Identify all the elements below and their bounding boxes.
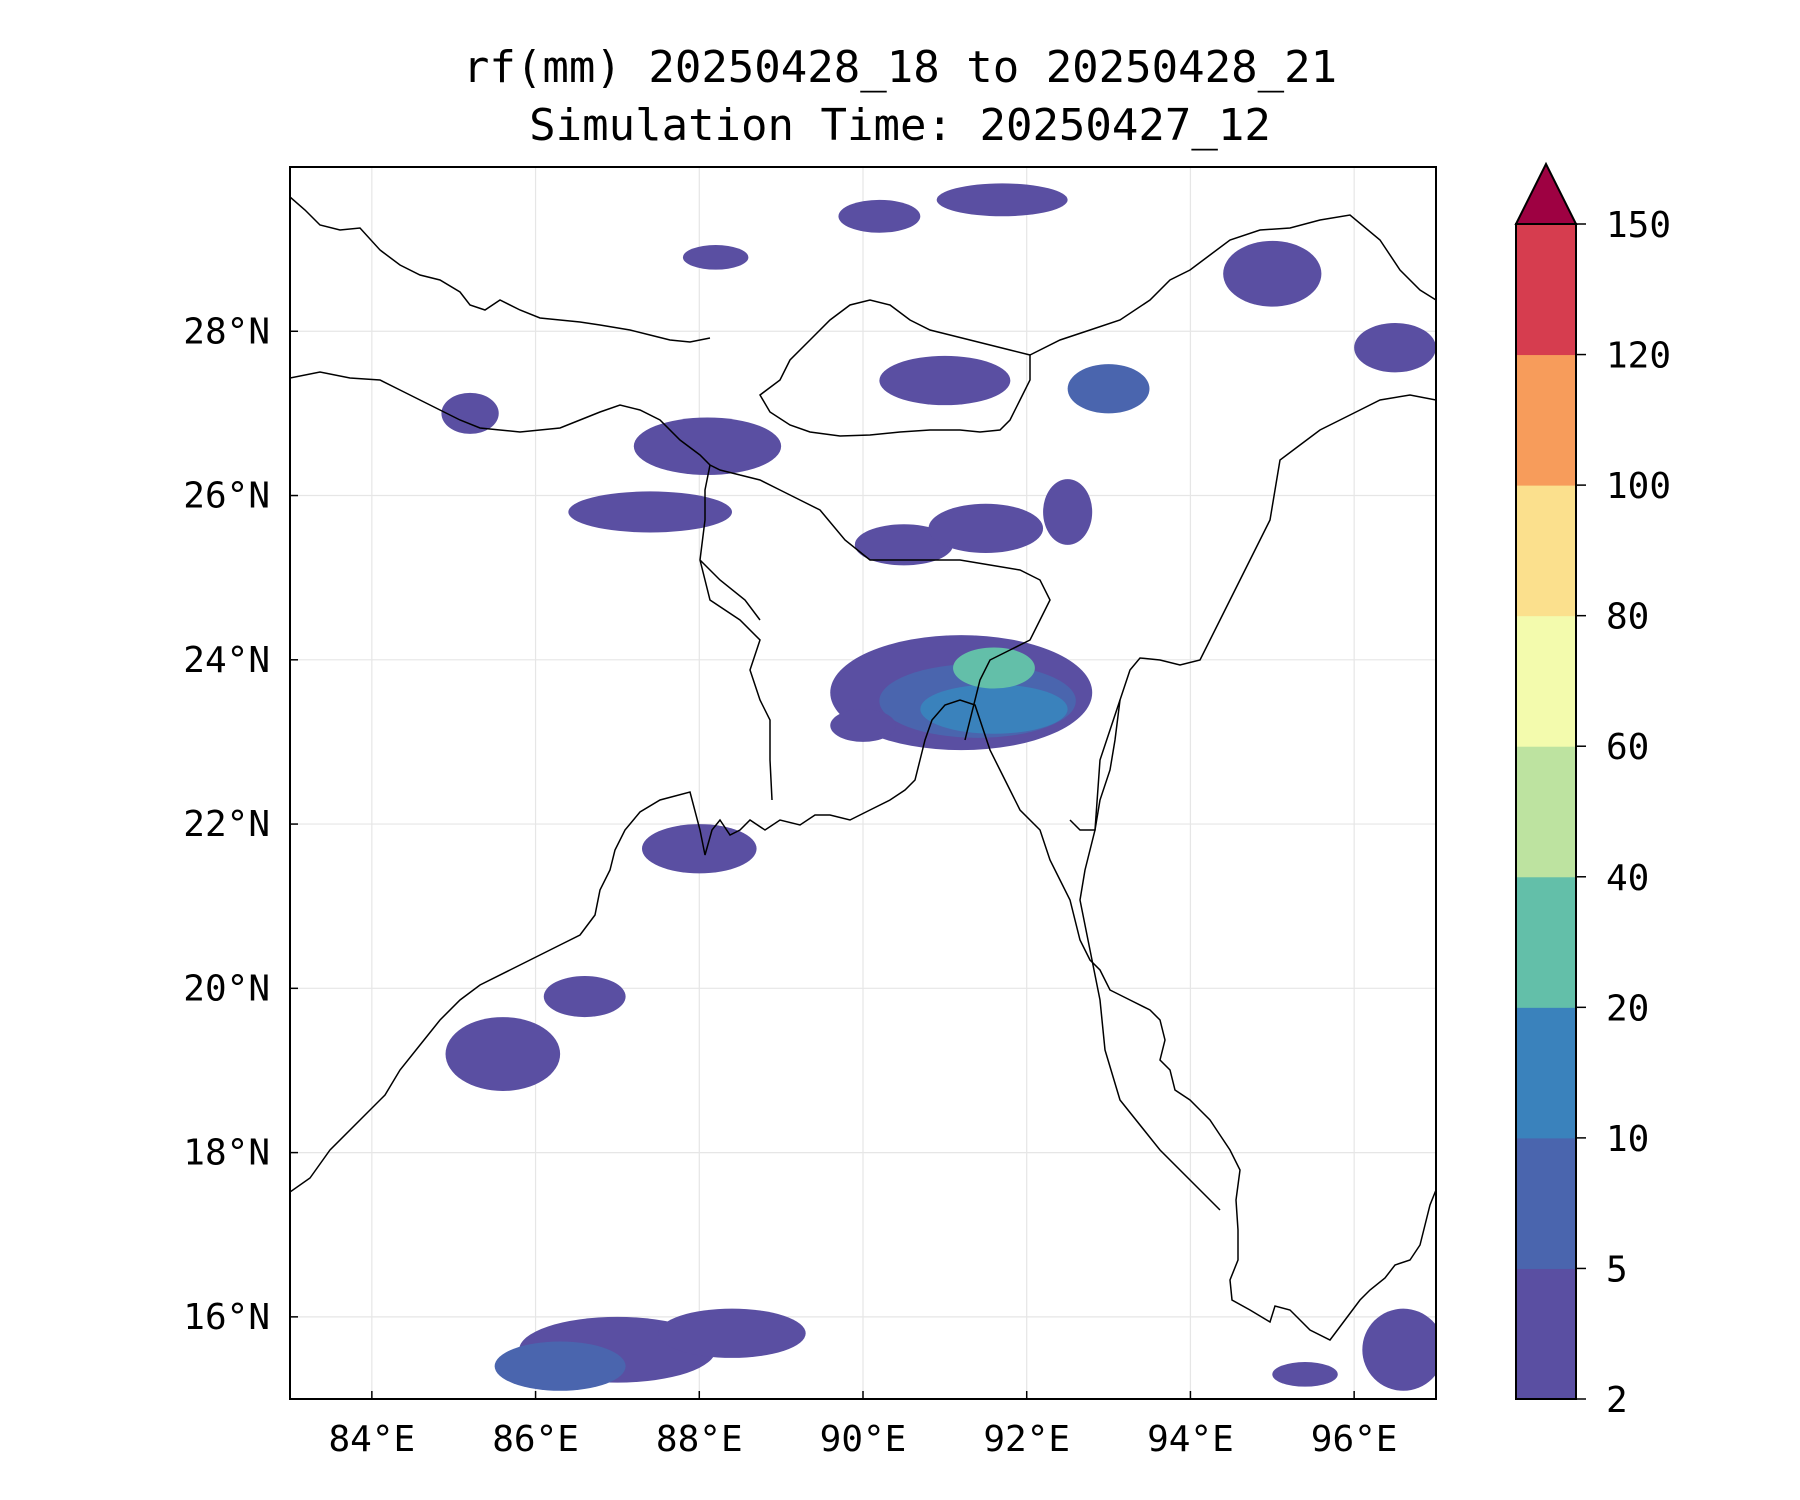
colorbar-segment: [1516, 1137, 1576, 1269]
x-tick-label: 92°E: [983, 1419, 1070, 1460]
assam-border: [1069, 394, 1436, 831]
colorbar-segment: [1516, 354, 1576, 486]
myanmar-border: [1079, 699, 1221, 1211]
precip-patch: [920, 684, 1068, 734]
precip-patch: [494, 1341, 626, 1391]
colorbar-tick-label: 150: [1606, 205, 1671, 246]
coastlines-and-borders: [290, 196, 1436, 1341]
colorbar-tick-label: 100: [1606, 466, 1671, 507]
title-line-1: rf(mm) 20250428_18 to 20250428_21: [463, 42, 1337, 93]
precip-patch: [1043, 479, 1093, 545]
x-tick-label: 96°E: [1311, 1419, 1398, 1460]
precip-patch: [568, 491, 733, 533]
y-tick-label: 20°N: [183, 968, 270, 1009]
y-tick-label: 16°N: [183, 1297, 270, 1338]
x-tick-label: 90°E: [820, 1419, 907, 1460]
colorbar-tick-label: 60: [1606, 727, 1649, 768]
precip-patch: [1272, 1362, 1338, 1387]
colorbar-tick-label: 80: [1606, 597, 1649, 638]
x-tick-label: 84°E: [329, 1419, 416, 1460]
northeast-india-border: [1029, 214, 1436, 356]
nepal-south-border: [290, 371, 741, 476]
colorbar-tick-label: 40: [1606, 858, 1649, 899]
precip-patch: [953, 647, 1035, 689]
colorbar-tick-label: 5: [1606, 1249, 1628, 1290]
colorbar-segment: [1516, 485, 1576, 617]
precip-patch: [1354, 323, 1436, 373]
y-tick-label: 28°N: [183, 311, 270, 352]
colorbar-tick-label: 120: [1606, 336, 1671, 377]
x-tick-label: 88°E: [656, 1419, 743, 1460]
precip-patch: [936, 183, 1068, 217]
precip-patch: [1067, 364, 1150, 414]
colorbar-tick-label: 10: [1606, 1119, 1649, 1160]
precip-patch: [928, 503, 1044, 554]
colorbar-extend-arrow: [1514, 161, 1578, 225]
colorbar-segment: [1516, 224, 1576, 356]
precip-patch: [830, 709, 896, 742]
precipitation-fill: [441, 183, 1436, 1391]
colorbar-segment: [1516, 1007, 1576, 1139]
precip-patch: [633, 417, 782, 475]
latitude-ticks: 16°N 18°N 20°N 22°N 24°N 26°N 28°N: [183, 311, 298, 1338]
precip-patch: [543, 976, 626, 1018]
longitude-ticks: 84°E 86°E 88°E 90°E 92°E 94°E 96°E: [329, 1391, 1398, 1460]
precip-patch: [682, 245, 749, 270]
precip-patch: [1223, 240, 1322, 307]
x-tick-label: 94°E: [1147, 1419, 1234, 1460]
colorbar: 2 5 10 20 40 60 80 100 120 150: [1514, 161, 1671, 1421]
map-panel: 84°E 86°E 88°E 90°E 92°E 94°E 96°E 16°N 18°N 20°…: [183, 166, 1437, 1460]
x-tick-label: 86°E: [492, 1419, 579, 1460]
bangladesh-border: [699, 464, 1051, 801]
precip-patch: [1362, 1308, 1436, 1391]
nepal-border: [290, 196, 711, 343]
colorbar-segment: [1516, 615, 1576, 747]
precip-patch: [641, 824, 757, 874]
precip-patch: [658, 1308, 806, 1358]
y-tick-label: 26°N: [183, 476, 270, 517]
colorbar-tick-label: 2: [1606, 1380, 1628, 1421]
colorbar-frame: [1515, 223, 1577, 1400]
gridlines: [290, 167, 1436, 1399]
colorbar-segment: [1516, 1268, 1576, 1400]
y-tick-label: 22°N: [183, 804, 270, 845]
colorbar-segment: [1516, 876, 1576, 1008]
colorbar-segment: [1516, 746, 1576, 878]
precip-patch: [854, 524, 954, 566]
precip-patch: [879, 355, 1011, 406]
colorbar-tick-label: 20: [1606, 988, 1649, 1029]
precip-patch: [445, 1017, 561, 1091]
y-tick-label: 18°N: [183, 1133, 270, 1174]
precip-patch: [838, 199, 921, 233]
y-tick-label: 24°N: [183, 640, 270, 681]
title-line-2: Simulation Time: 20250427_12: [529, 100, 1271, 151]
precip-patch: [441, 392, 499, 434]
coastline-east-india: [290, 699, 1436, 1341]
